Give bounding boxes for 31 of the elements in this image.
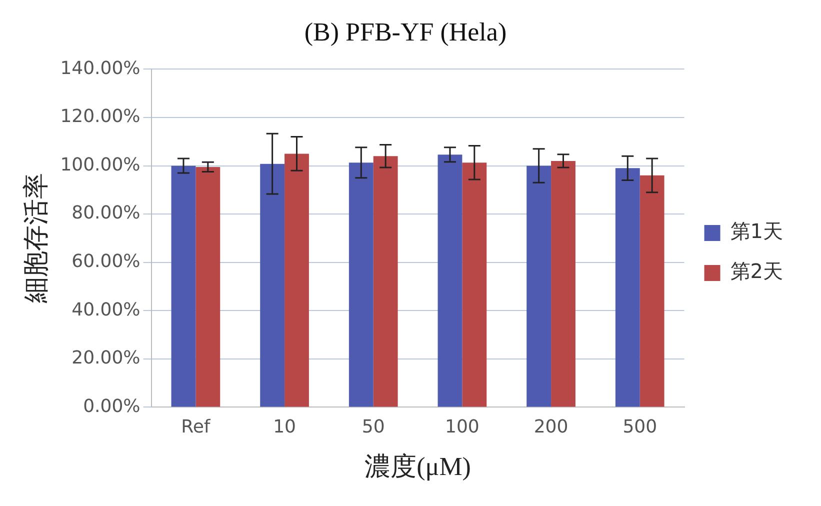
bar bbox=[284, 154, 309, 407]
legend-label: 第1天 bbox=[730, 219, 784, 244]
bar bbox=[373, 156, 398, 407]
x-tick-label: 200 bbox=[534, 416, 568, 438]
y-tick-label: 0.00% bbox=[83, 396, 140, 417]
bar bbox=[348, 162, 374, 407]
y-tick-label: 40.00% bbox=[72, 299, 140, 320]
bar bbox=[526, 166, 552, 407]
x-tick-label: Ref bbox=[181, 416, 211, 438]
bar bbox=[615, 168, 640, 407]
y-tick-label: 140.00% bbox=[60, 58, 140, 79]
legend-label: 第2天 bbox=[730, 259, 784, 284]
x-axis-title: 濃度(μM) bbox=[364, 452, 471, 482]
x-tick-label: 100 bbox=[445, 416, 480, 438]
bar bbox=[171, 166, 196, 407]
x-tick-label: 500 bbox=[622, 416, 658, 438]
y-tick-label: 20.00% bbox=[72, 348, 140, 369]
bar bbox=[551, 160, 576, 407]
y-tick-label: 80.00% bbox=[72, 202, 140, 224]
y-tick-label: 120.00% bbox=[60, 106, 140, 128]
x-tick-label: 10 bbox=[273, 416, 296, 438]
y-tick-label: 60.00% bbox=[72, 251, 140, 272]
bar bbox=[260, 164, 285, 407]
bar bbox=[438, 154, 462, 407]
bar bbox=[196, 166, 220, 407]
y-axis-title: 細胞存活率 bbox=[21, 173, 50, 304]
chart-title: (B) PFB-YF (Hela) bbox=[304, 17, 507, 46]
y-tick-label: 100.00% bbox=[60, 154, 140, 176]
bar bbox=[640, 175, 664, 407]
x-tick-label: 50 bbox=[362, 416, 385, 438]
bar bbox=[462, 162, 487, 407]
